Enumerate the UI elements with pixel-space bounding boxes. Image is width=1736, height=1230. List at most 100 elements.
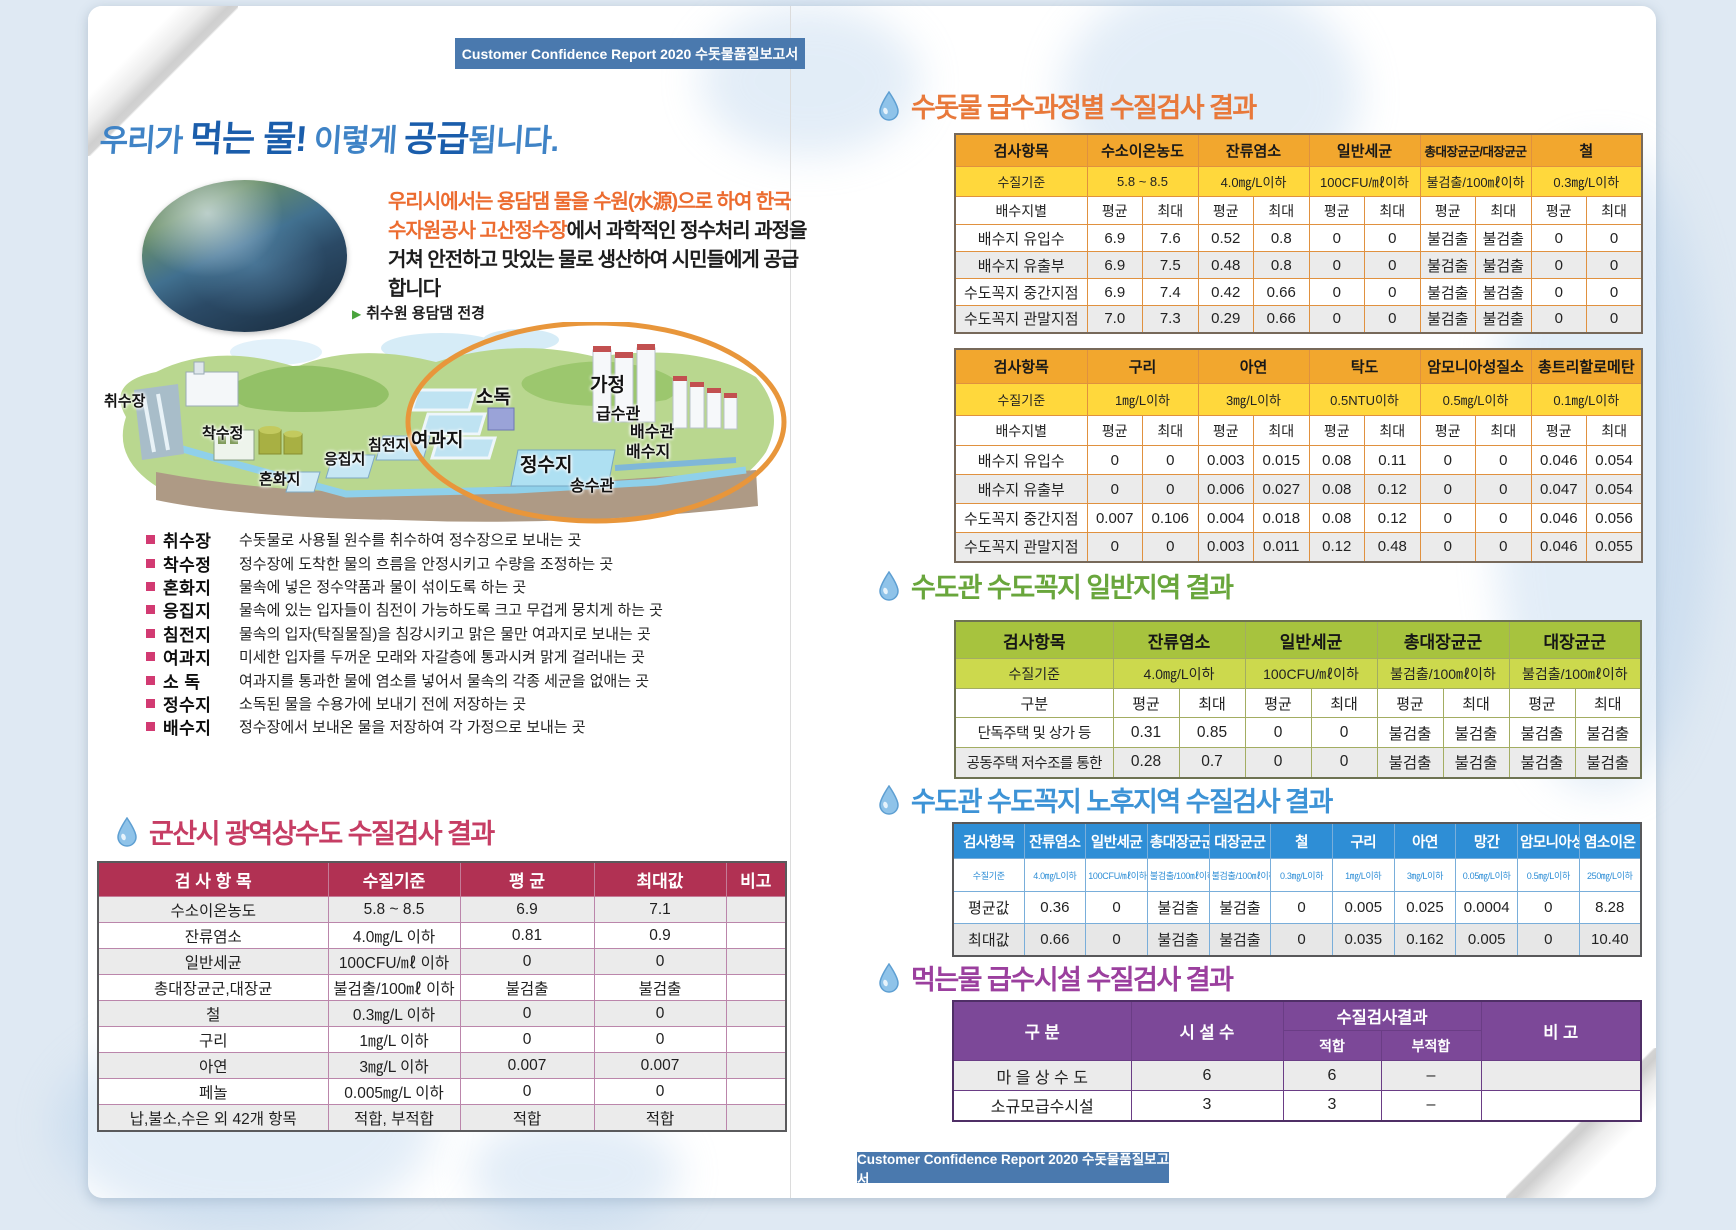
bullet-square-icon [146,558,155,568]
standard-row: 수질기준 4.0㎎/L이하 100CFU/㎖이하 불검출/100㎖이하 불검출/100㎖… [952,858,1642,892]
column-header: 잔류염소 [1197,133,1310,167]
water-drop-icon [879,570,899,601]
process-desc: 정수장에서 보내온 물을 저장하여 각 가정으로 보내는 곳 [239,719,586,737]
cell: 0.056 [1586,503,1643,533]
column-header: 적합 [1282,1030,1382,1061]
intro-paragraph: 우리시에서는 용담댐 물을 수원(水源)으로 하여 한국수자원공사 고산정수장에… [388,188,808,304]
cell: – [1380,1060,1482,1091]
water-drop-icon [879,784,899,815]
cell: 4.0㎎/L이하 [1023,858,1087,892]
cell: 0 [459,1078,595,1105]
cell: 0.046 [1530,503,1588,533]
cell: 불검출 [1574,717,1642,748]
cell: 0 [1270,891,1333,924]
cell: 0 [1364,278,1421,306]
cell [725,948,787,975]
cell: 최대 [1442,688,1510,718]
section-title-text: 군산시 광역상수도 수질검사 결과 [149,819,495,849]
cell: 0.054 [1586,474,1643,504]
row-label: 배수지 유출부 [954,251,1088,279]
cell: 0 [1086,532,1143,562]
cell: – [1380,1090,1482,1121]
cell: 불검출 [1376,717,1444,748]
cell: 평균 [1530,196,1588,225]
row-label: 배수지 유입수 [954,445,1088,475]
cell: 0.003 [1197,445,1255,475]
table-header-row: 검사항목 구리 아연 탁도 암모니아성질소 총트리할로메탄 [954,348,1643,384]
cell: 0.36 [1023,891,1087,924]
cell: 100CFU/㎖이하 [1085,858,1148,892]
column-header: 총트리할로메탄 [1530,348,1643,384]
cell: 4.0㎎/L이하 [1197,166,1310,197]
cell: 0 [1586,278,1643,306]
cell: 0 [1310,717,1378,748]
section-title-old-area: 수도관 수도꼭지 노후지역 수질검사 결과 [878,780,1333,819]
cell: 평균 [1086,196,1143,225]
cell: 0 [1308,305,1366,333]
cell: 불검출 [1419,305,1477,333]
cell: 0.66 [1253,278,1310,306]
cell: 0.28 [1112,747,1180,778]
cell: 4.0㎎/L 이하 [327,922,461,949]
column-header: 아연 [1197,348,1310,384]
cell: 0 [1086,474,1143,504]
cell: 0 [1142,532,1199,562]
process-item: 혼화지 물속에 넣은 정수약품과 물이 섞이도록 하는 곳 [146,575,796,598]
cell: 6 [1282,1060,1382,1091]
column-header: 대장균군 [1508,620,1642,659]
row-label: 수도꼭지 관말지점 [954,532,1088,562]
intro-highlight: 우리시에서는 용담댐 물을 수원(水源)으로 하여 [388,191,756,213]
table-header-row: 검사항목 잔류염소 일반세균 총대장균군 대장균군 [954,620,1642,659]
cell: 0.3㎎/L이하 [1530,166,1643,197]
cell: 7.5 [1142,251,1199,279]
cell: 0.08 [1308,503,1366,533]
cell: 5.8 ~ 8.5 [327,896,461,923]
table-header-row: 검사항목잔류염소일반세균총대장균군대장균군철구리아연망간암모니아성질염소이온 [952,822,1642,859]
diagram-label: 혼화지 [259,471,301,488]
cell: 평균 [1419,196,1477,225]
cell: 100CFU/㎖이하 [1244,658,1378,689]
column-header: 잔류염소 [1112,620,1246,659]
bullet-square-icon [146,535,155,545]
cell: 6.9 [459,896,595,923]
diagram-label: 응집지 [324,451,366,468]
column-header: 검사항목 [954,133,1088,167]
cell: 0.29 [1197,305,1254,333]
column-header: 염소이온 [1578,822,1642,859]
cell: 적합 [593,1104,727,1132]
cell: 평균 [1376,688,1444,718]
process-item: 배수지 정수장에서 보내온 물을 저장하여 각 가정으로 보내는 곳 [146,715,796,738]
row-label: 최대값 [952,923,1025,956]
section-title-text: 먹는물 급수시설 수질검사 결과 [911,965,1234,995]
cell [1480,1060,1642,1091]
table-header-row: 검사항목 수소이온농도 잔류염소 일반세균 총대장균군/대장균군 철 [954,133,1643,167]
cell: 0 [1475,503,1532,533]
diagram-label: 착수정 [202,425,244,442]
process-desc: 여과지를 통과한 물에 염소를 넣어서 물속의 각종 세균을 없애는 곳 [239,672,650,690]
cell: 3㎎/L이하 [1197,383,1310,416]
column-header: 망간 [1455,822,1518,859]
column-header: 아연 [1393,822,1457,859]
cell: 0.018 [1253,503,1310,533]
cell: 불검출 [1442,747,1510,778]
process-item: 소 독 여과지를 통과한 물에 염소를 넣어서 물속의 각종 세균을 없애는 곳 [146,668,796,692]
cell: 0.8 [1253,224,1310,252]
section-title-supply-stage: 수돗물 급수과정별 수질검사 결과 [878,86,1257,125]
row-label: 평균값 [952,891,1025,924]
cell: 0 [593,948,727,975]
cell: 0.81 [459,922,595,949]
diagram-label: 여과지 [411,430,464,451]
cell: 0 [1085,923,1148,956]
row-label: 단독주택 및 상가 등 [954,717,1114,748]
table-row: 공동주택 저수조를 통한 0.28 0.7 0 0 불검출 불검출 불검출 불검… [954,747,1642,778]
column-header: 평 균 [459,861,595,897]
column-header: 비고 [725,861,787,897]
cell: 0 [1308,278,1366,306]
cell: 0 [1530,278,1588,306]
column-header: 철 [1270,822,1333,859]
subheader-row: 배수지별 평균 최대 평균 최대 평균 최대 평균 최대 평균 최대 [954,196,1643,225]
cell: 최대 [1310,688,1378,718]
cell: 0 [1475,474,1532,504]
cell: 평균 [1244,688,1312,718]
column-header: 시 설 수 [1130,1000,1284,1061]
